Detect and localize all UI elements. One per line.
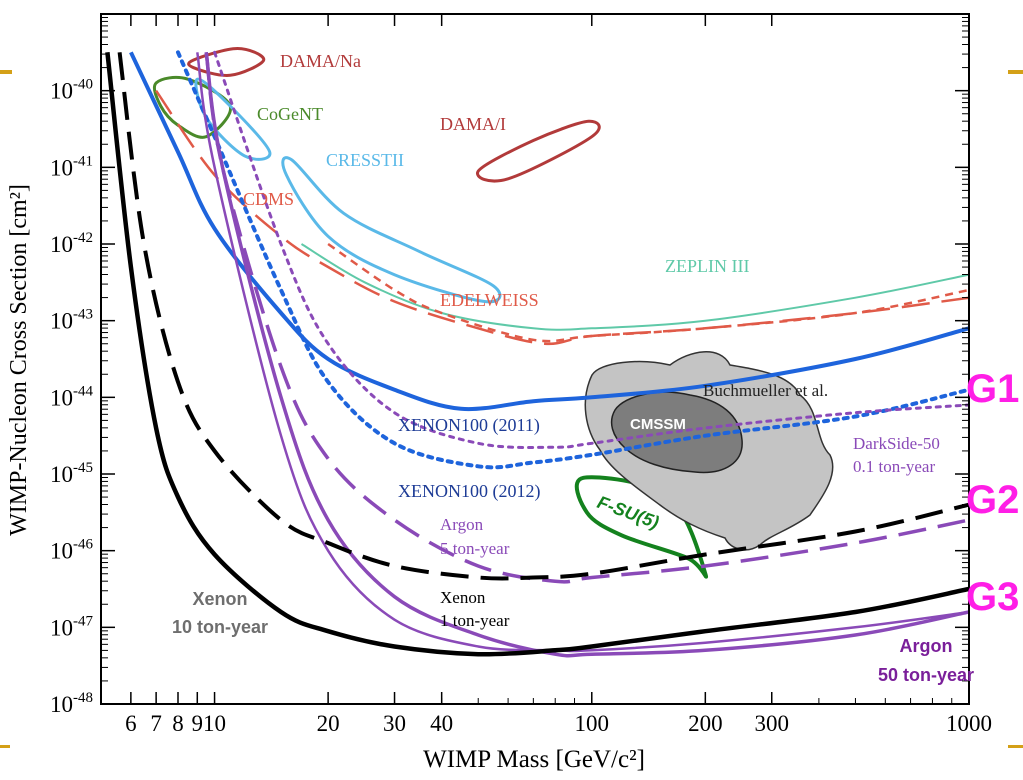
y-tick-label: 10-46 [50,537,93,564]
x-tick-label: 40 [430,711,453,736]
label-zeplin: ZEPLIN III [665,256,749,276]
label-cmssm: CMSSM [630,416,686,433]
label-cdms: CDMS [243,189,294,209]
region-cogent [152,76,232,139]
region-cresst-2 [281,156,502,304]
label-argon5-line2: 5 ton-year [440,539,510,558]
label-argon5-line1: Argon [440,515,484,534]
curve-xenon-10 [105,52,969,657]
label-darkside-line2: 0.1 ton-year [853,457,935,476]
slide-marker-left [0,70,12,74]
label-xenon1-line1: Xenon [440,588,486,607]
curve-xenon100-2012 [176,50,969,470]
x-tick-label: 300 [755,711,790,736]
y-tick-label: 10-42 [50,230,93,257]
x-tick-label: 1000 [946,711,992,736]
slide-marker-right [1008,70,1023,74]
x-tick-label: 100 [575,711,610,736]
slide-marker-bottom-left [0,745,10,748]
label-g1: G1 [966,367,1019,411]
annotations: DAMA/Na CoGeNT DAMA/I CRESSTII CDMS ZEPL… [172,51,1019,685]
y-tick-label: 10-45 [50,460,93,487]
label-xenon100-2011: XENON100 (2011) [398,415,540,436]
label-xenon1-line2: 1 ton-year [440,611,510,630]
label-xenon10-line2: 10 ton-year [172,617,268,637]
x-tick-label: 6 [125,711,137,736]
label-darkside-line1: DarkSide-50 [853,434,940,453]
x-tick-label: 20 [317,711,340,736]
label-buchmueller: Buchmueller et al. [703,381,828,400]
region-dama-i [476,119,601,183]
region-dama-na [187,46,266,77]
y-tick-label: 10-41 [50,153,93,180]
plot-frame [100,13,970,705]
exclusion-curves [105,50,969,658]
y-tick-label: 10-48 [50,690,93,717]
label-g2: G2 [966,478,1019,522]
curve-zeplin [300,243,969,331]
x-tick-label: 8 [172,711,184,736]
x-tick-label: 10 [203,711,226,736]
label-edelweiss: EDELWEISS [440,290,539,310]
x-tick-label: 30 [383,711,406,736]
label-xenon100-2012: XENON100 (2012) [398,481,540,502]
y-axis-label: WIMP-Nucleon Cross Section [cm²] [6,184,32,536]
axis-tick-labels: 6 7 8 9 10 20 30 40 100 200 300 1000 10-48 10-47 10-46… [50,77,992,736]
label-xenon10-line1: Xenon [192,589,247,609]
y-tick-label: 10-43 [50,307,93,334]
x-tick-label: 9 [192,711,204,736]
curve-edelweiss [327,242,969,343]
label-dama-na: DAMA/Na [280,51,361,71]
y-tick-label: 10-47 [50,613,93,640]
x-tick-label: 7 [150,711,162,736]
x-axis-label: WIMP Mass [GeV/c²] [423,746,645,773]
curve-xenon-1 [117,52,969,581]
y-tick-label: 10-40 [50,77,93,104]
label-g3: G3 [966,575,1019,619]
curve-argon-50b [196,52,969,653]
slide-marker-bottom-right [1008,745,1023,748]
curve-xenon100-2011 [129,51,969,412]
label-argon50-line2: 50 ton-year [878,665,974,685]
label-dama-i: DAMA/I [440,114,506,134]
label-cresst: CRESSTII [326,150,404,170]
y-tick-label: 10-44 [50,383,93,410]
curve-darkside-50 [213,50,969,449]
label-cogent: CoGeNT [257,104,323,124]
label-argon50-line1: Argon [900,636,953,656]
curve-cdms [155,89,969,346]
curve-argon-50 [204,52,969,658]
curve-argon-5 [204,52,969,584]
x-tick-label: 200 [688,711,723,736]
axis-ticks [100,14,970,705]
